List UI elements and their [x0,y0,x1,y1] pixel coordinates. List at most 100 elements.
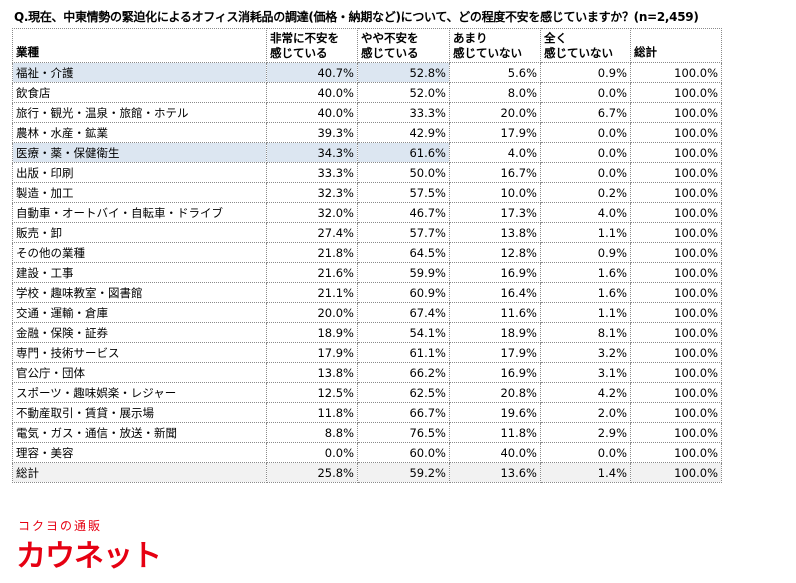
value-cell: 0.0% [540,142,631,163]
table-row: スポーツ・趣味娯楽・レジャー 12.5% 62.5% 20.8% 4.2% 100.0% [12,382,722,403]
value-cell: 0.0% [540,442,631,463]
value-cell: 18.9% [449,322,541,343]
value-cell: 8.8% [266,422,358,443]
value-cell: 100.0% [630,202,722,223]
value-cell: 20.0% [266,302,358,323]
table-row: 販売・卸 27.4% 57.7% 13.8% 1.1% 100.0% [12,222,722,243]
industry-cell: 販売・卸 [12,222,267,243]
value-cell: 5.6% [449,62,541,83]
kaunet-logo: コクヨの通販 カウネット [16,517,176,577]
value-cell: 46.7% [357,202,450,223]
header-somewhat-anxious: やや不安を 感じている [357,28,450,63]
value-cell: 100.0% [630,362,722,383]
value-cell: 39.3% [266,122,358,143]
value-cell: 11.6% [449,302,541,323]
value-cell: 27.4% [266,222,358,243]
value-cell: 0.0% [540,122,631,143]
industry-cell: 専門・技術サービス [12,342,267,363]
value-cell: 100.0% [630,382,722,403]
value-cell: 17.9% [266,342,358,363]
table-row: 電気・ガス・通信・放送・新聞 8.8% 76.5% 11.8% 2.9% 100.0% [12,422,722,443]
industry-cell: その他の業種 [12,242,267,263]
value-cell: 100.0% [630,442,722,463]
value-cell: 20.0% [449,102,541,123]
value-cell: 4.0% [540,202,631,223]
industry-cell: 官公庁・団体 [12,362,267,383]
value-cell: 1.1% [540,222,631,243]
table-row: 学校・趣味教室・図書館 21.1% 60.9% 16.4% 1.6% 100.0% [12,282,722,303]
value-cell: 12.5% [266,382,358,403]
value-cell: 64.5% [357,242,450,263]
table-row: 専門・技術サービス 17.9% 61.1% 17.9% 3.2% 100.0% [12,342,722,363]
header-not-at-all-anxious: 全く 感じていない [540,28,631,63]
value-cell: 2.9% [540,422,631,443]
table-row: 医療・薬・保健衛生 34.3% 61.6% 4.0% 0.0% 100.0% [12,142,722,163]
industry-cell: 医療・薬・保健衛生 [12,142,267,163]
value-cell: 8.1% [540,322,631,343]
table-row: 福祉・介護 40.7% 52.8% 5.6% 0.9% 100.0% [12,62,722,83]
table-row: 製造・加工 32.3% 57.5% 10.0% 0.2% 100.0% [12,182,722,203]
industry-cell: 飲食店 [12,82,267,103]
table-header-row: 業種 非常に不安を 感じている やや不安を 感じている あまり 感じていない 全く 感じ… [12,28,722,63]
value-cell: 100.0% [630,62,722,83]
value-cell: 0.9% [540,242,631,263]
value-cell: 32.3% [266,182,358,203]
value-cell: 100.0% [630,142,722,163]
table-row: 飲食店 40.0% 52.0% 8.0% 0.0% 100.0% [12,82,722,103]
value-cell: 100.0% [630,422,722,443]
value-cell: 52.8% [357,62,450,83]
value-cell: 16.4% [449,282,541,303]
value-cell: 25.8% [266,462,358,483]
value-cell: 61.1% [357,342,450,363]
value-cell: 0.9% [540,62,631,83]
value-cell: 33.3% [357,102,450,123]
value-cell: 1.6% [540,282,631,303]
value-cell: 66.2% [357,362,450,383]
table-row: 理容・美容 0.0% 60.0% 40.0% 0.0% 100.0% [12,442,722,463]
value-cell: 3.2% [540,342,631,363]
value-cell: 59.9% [357,262,450,283]
industry-cell: 不動産取引・賃貸・展示場 [12,402,267,423]
value-cell: 54.1% [357,322,450,343]
value-cell: 19.6% [449,402,541,423]
value-cell: 17.9% [449,342,541,363]
table-row: その他の業種 21.8% 64.5% 12.8% 0.9% 100.0% [12,242,722,263]
brand-tagline: コクヨの通販 [18,519,103,533]
value-cell: 4.0% [449,142,541,163]
value-cell: 52.0% [357,82,450,103]
value-cell: 100.0% [630,262,722,283]
value-cell: 40.0% [449,442,541,463]
value-cell: 13.8% [449,222,541,243]
value-cell: 1.4% [540,462,631,483]
header-not-very-anxious: あまり 感じていない [449,28,541,63]
value-cell: 40.7% [266,62,358,83]
value-cell: 57.5% [357,182,450,203]
industry-cell: 製造・加工 [12,182,267,203]
value-cell: 100.0% [630,462,722,483]
value-cell: 100.0% [630,122,722,143]
value-cell: 1.6% [540,262,631,283]
value-cell: 17.3% [449,202,541,223]
value-cell: 76.5% [357,422,450,443]
question-title: Q.現在、中東情勢の緊迫化によるオフィス消耗品の調達(価格・納期など)について、… [14,10,699,24]
value-cell: 12.8% [449,242,541,263]
value-cell: 16.7% [449,162,541,183]
value-cell: 100.0% [630,182,722,203]
value-cell: 16.9% [449,362,541,383]
value-cell: 2.0% [540,402,631,423]
value-cell: 0.0% [540,82,631,103]
industry-cell: 金融・保険・証券 [12,322,267,343]
industry-cell: 理容・美容 [12,442,267,463]
value-cell: 21.1% [266,282,358,303]
table-row: 旅行・観光・温泉・旅館・ホテル 40.0% 33.3% 20.0% 6.7% 100.0% [12,102,722,123]
value-cell: 60.0% [357,442,450,463]
value-cell: 50.0% [357,162,450,183]
industry-cell: 福祉・介護 [12,62,267,83]
value-cell: 61.6% [357,142,450,163]
value-cell: 18.9% [266,322,358,343]
table-row: 自動車・オートバイ・自転車・ドライブ 32.0% 46.7% 17.3% 4.0% 100… [12,202,722,223]
value-cell: 16.9% [449,262,541,283]
value-cell: 0.0% [266,442,358,463]
industry-cell: 農林・水産・鉱業 [12,122,267,143]
value-cell: 0.2% [540,182,631,203]
